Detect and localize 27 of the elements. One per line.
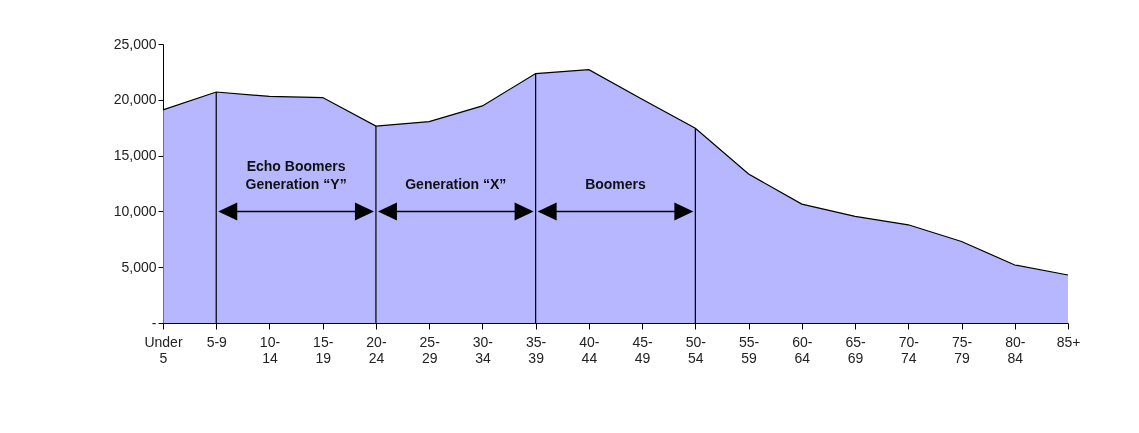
x-tick-label: 25-29 [419,333,441,366]
annotation: Generation “X” [405,176,507,193]
y-tick-label: 25,000 [113,35,157,52]
x-tick-label: 20-24 [366,333,387,366]
x-tick-label: Under 5 [144,333,183,366]
x-tick-label: 5-9 [206,333,228,350]
x-tick-label: 65-69 [845,333,867,366]
y-tick-label: 10,000 [113,202,157,219]
x-tick-label: 45-49 [632,333,654,366]
annotation: Echo Boomers Generation “Y” [245,158,347,193]
x-tick-label: 15-19 [313,333,334,366]
annotation: Boomers [585,176,647,193]
x-tick-label: 50-54 [685,333,707,366]
y-tick-label: - [151,314,157,331]
y-tick-label: 5,000 [121,258,157,275]
x-tick-label: 85+ [1056,333,1081,350]
x-tick-label: 75-79 [951,333,973,366]
x-tick-label: 10-14 [259,333,281,366]
x-tick-label: 80-84 [1005,333,1026,366]
x-tick-label: 70-74 [898,333,920,366]
x-tick-label: 30-34 [472,333,494,366]
y-tick-label: 15,000 [113,147,157,164]
x-tick-label: 55-59 [738,333,760,366]
x-tick-label: 35-39 [526,333,547,366]
x-tick-label: 40-44 [579,333,600,366]
x-tick-label: 60-64 [792,333,813,366]
y-tick-label: 20,000 [113,91,157,108]
